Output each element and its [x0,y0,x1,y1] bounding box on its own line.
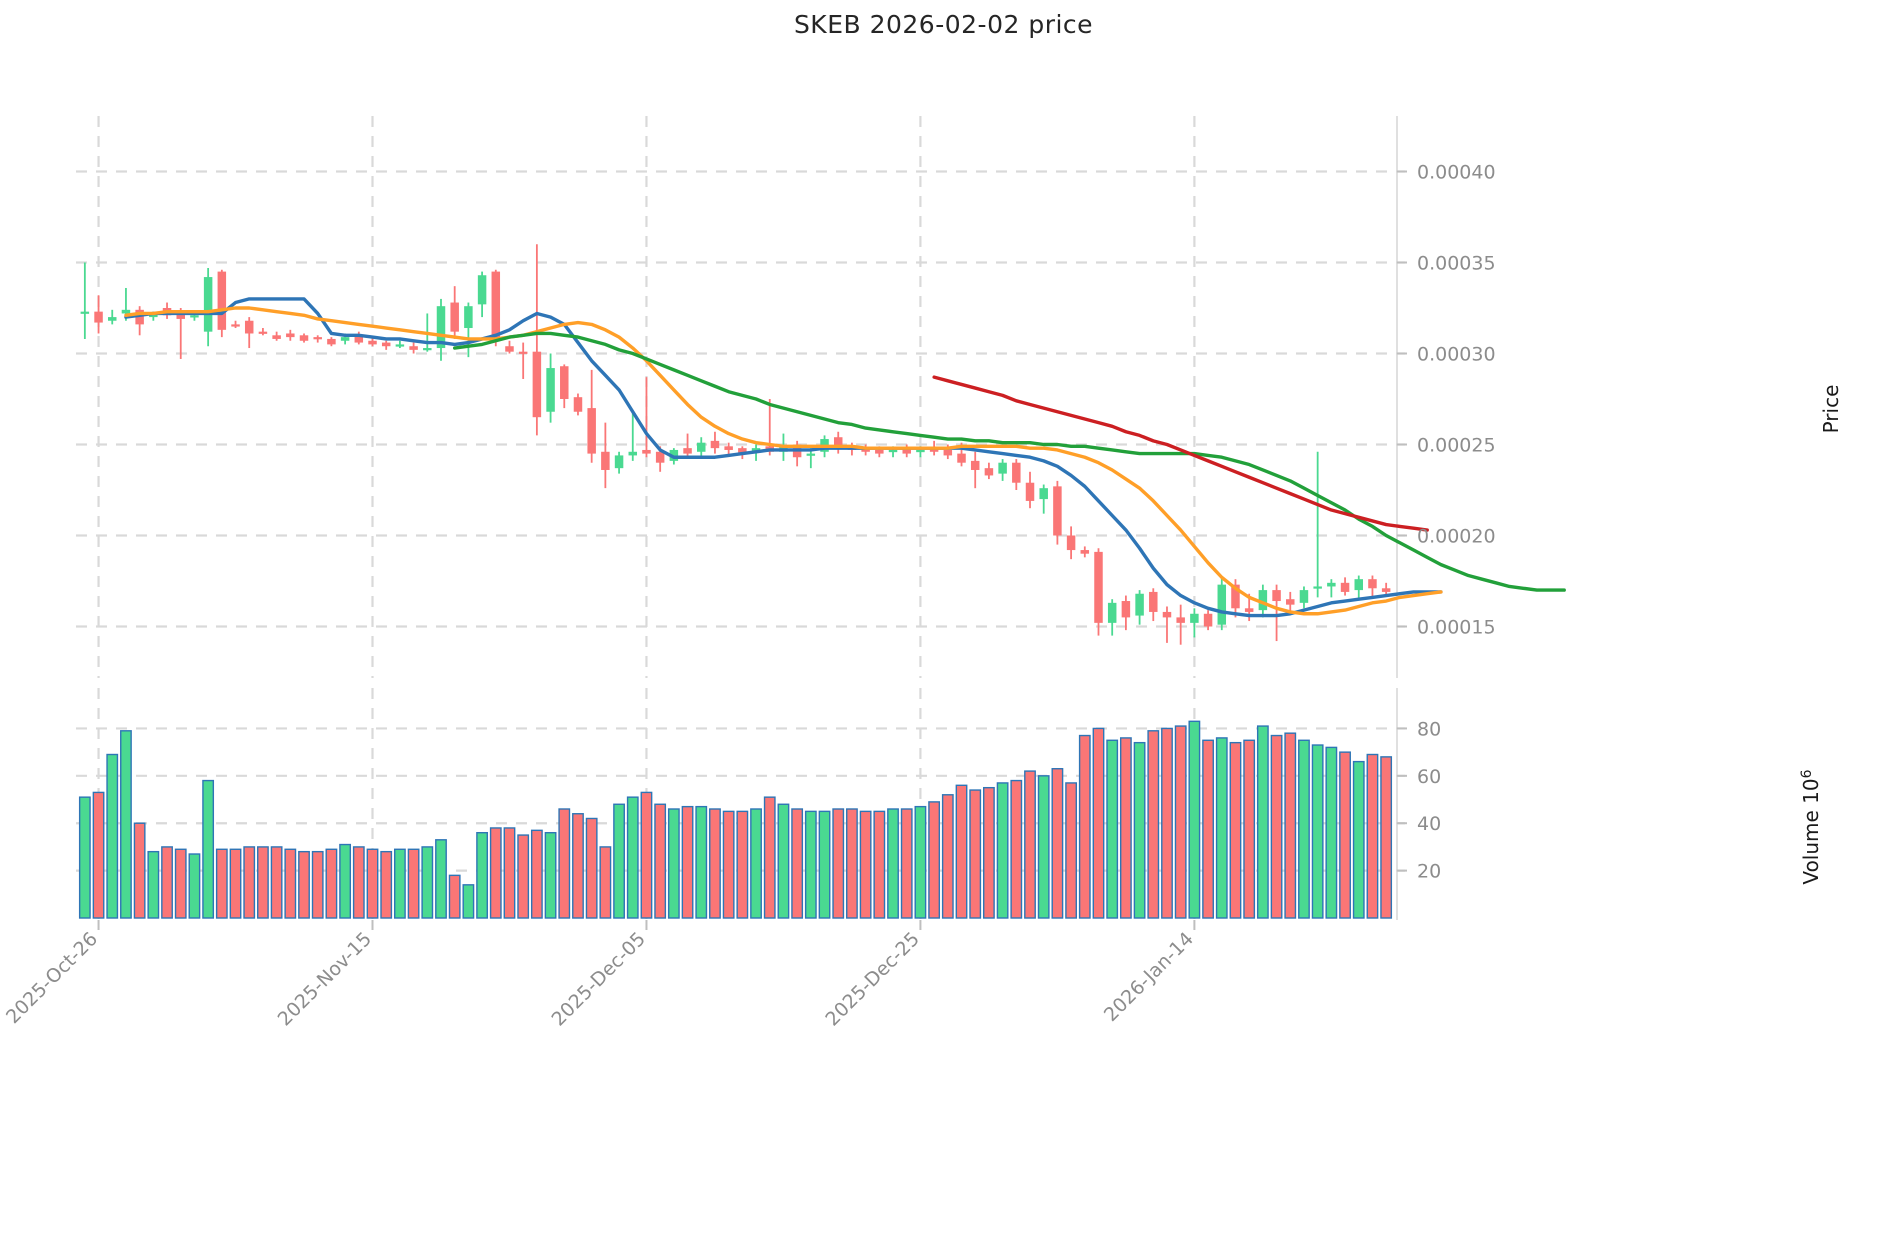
price-tick-label: 0.00035 [1417,253,1496,275]
volume-bars [78,720,1393,919]
price-tick-label: 0.00020 [1417,526,1496,548]
volume-axis-title: Volume 106 [1799,769,1823,884]
chart-title: SKEB 2026-02-02 price [793,10,1094,39]
x-tick-label: 2025-Nov-15 [274,928,376,1030]
price-tick-label: 0.00015 [1417,617,1496,639]
price-tick-label: 0.00025 [1417,435,1496,457]
x-tick-label: 2025-Dec-05 [547,928,650,1031]
price-axis-title: Price [1819,385,1843,434]
volume-tick-label: 40 [1417,813,1441,835]
volume-tick-label: 60 [1417,766,1441,788]
volume-tick-label: 80 [1417,718,1441,740]
moving-average-lines [124,297,1566,618]
volume-tick-label: 20 [1417,861,1441,883]
x-tick-label: 2025-Oct-26 [2,928,102,1028]
candlesticks [80,244,1391,645]
x-tick-label: 2025-Dec-25 [821,928,924,1031]
price-tick-label: 0.00040 [1417,162,1496,184]
price-tick-label: 0.00030 [1417,344,1496,366]
x-tick-label: 2026-Jan-14 [1100,928,1198,1026]
